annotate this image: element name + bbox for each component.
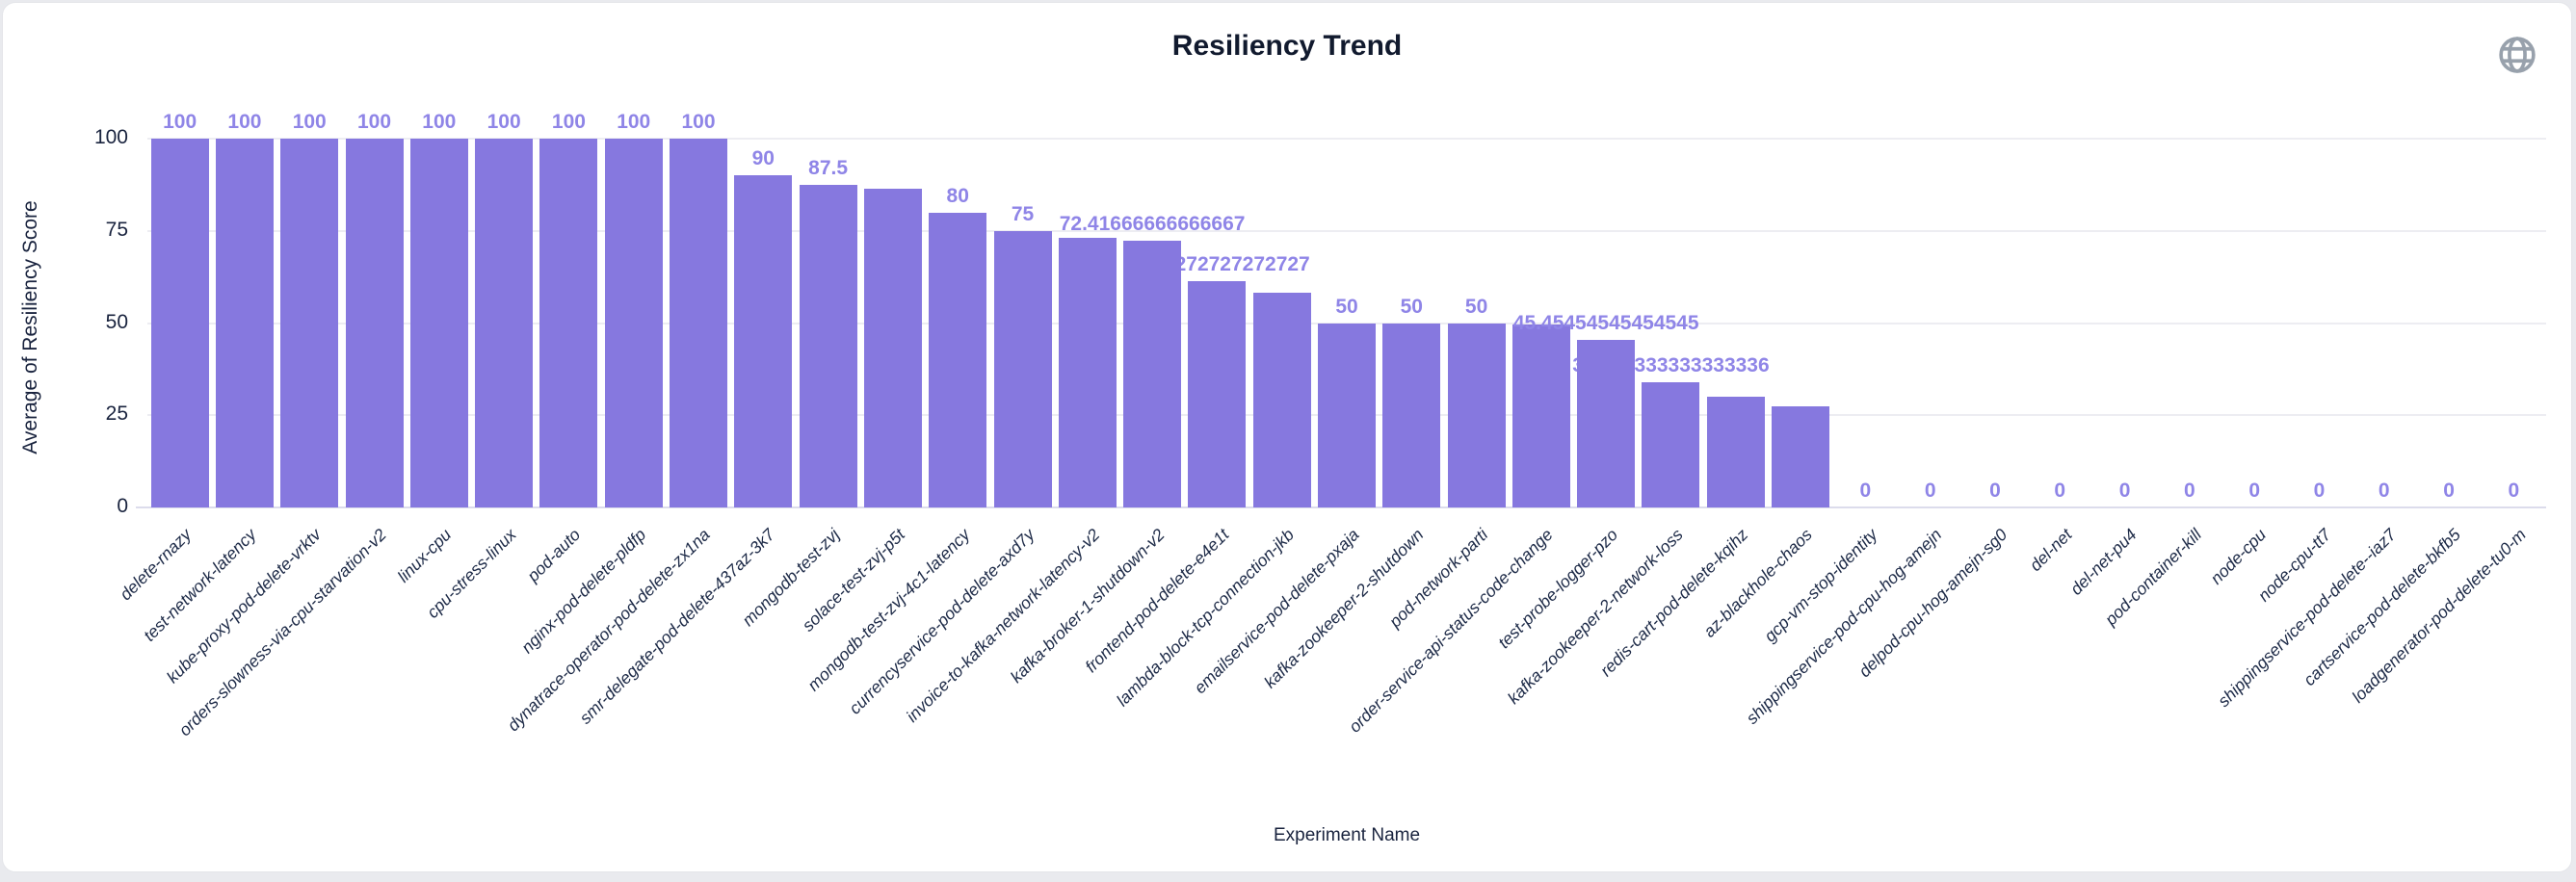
bar-value-label: 75 [1011, 202, 1035, 225]
bar[interactable] [1188, 281, 1247, 507]
x-axis-line [136, 506, 2546, 508]
bar[interactable] [1447, 323, 1506, 507]
bar-value-label: 50 [1335, 295, 1358, 318]
bar[interactable] [670, 139, 728, 507]
x-tick-label: test-probe-logger-pzo [1494, 525, 1622, 653]
y-tick-label-100: 100 [93, 126, 128, 148]
bar-value-label: 100 [617, 111, 651, 133]
bar-value-label: 0 [1924, 480, 1936, 502]
bar-value-label: 0 [2054, 480, 2066, 502]
bar[interactable] [150, 139, 209, 507]
x-tick-label: del-net [2025, 525, 2076, 575]
x-axis-title: Experiment Name [1273, 825, 1421, 845]
bar[interactable] [1706, 397, 1765, 507]
y-tick-label-50: 50 [105, 310, 128, 333]
bar[interactable] [1382, 323, 1441, 507]
bar-value-label: 0 [2248, 480, 2260, 502]
bar-value-label: 100 [486, 111, 521, 133]
bar-value-label: 87.5 [808, 156, 849, 179]
y-tick-label-25: 25 [105, 402, 128, 426]
globe-icon[interactable] [2496, 34, 2538, 76]
bar-value-label: 0 [2443, 480, 2455, 502]
x-tick-label: gcp-vm-stop-identity [1759, 525, 1881, 646]
bar-value-label: 0 [2313, 480, 2326, 502]
bar[interactable] [1058, 237, 1117, 507]
bar-value-label: 0 [1989, 480, 2001, 502]
bar[interactable] [863, 189, 922, 507]
x-tick-label: test-network-latency [140, 525, 261, 645]
bar[interactable] [1642, 382, 1700, 507]
y-tick-label-75: 75 [105, 218, 128, 241]
bar[interactable] [1511, 324, 1570, 507]
bar-value-label: 0 [2184, 480, 2195, 502]
bar-value-label: 50 [1464, 295, 1488, 318]
x-tick-label: az-blackhole-chaos [1699, 525, 1817, 641]
bar-value-label: 0 [2508, 480, 2520, 502]
bar-value-label: 100 [292, 111, 327, 133]
gridline-75 [147, 229, 2546, 232]
bar-value-label: 100 [551, 111, 586, 133]
bar-value-label: 100 [422, 111, 457, 133]
bar-value-label: 100 [357, 111, 392, 133]
bar[interactable] [215, 139, 274, 507]
bar[interactable] [604, 139, 663, 507]
bar[interactable] [1123, 240, 1182, 507]
bar-value-label: 0 [2118, 480, 2131, 502]
bar-value-label: 100 [163, 111, 197, 133]
bar-value-label: 100 [681, 111, 716, 133]
chart-title: Resiliency Trend [1171, 30, 1403, 62]
y-tick-label-0: 0 [117, 495, 128, 517]
bar[interactable] [280, 139, 339, 507]
bar-value-label: 50 [1400, 295, 1423, 318]
bar[interactable] [1252, 292, 1311, 507]
bar[interactable] [539, 139, 598, 507]
x-tick-label: linux-cpu [393, 525, 455, 586]
bar-value-label: 80 [946, 184, 969, 207]
bar-value-label: 100 [227, 111, 262, 133]
bar[interactable] [475, 139, 534, 507]
bar[interactable] [1772, 406, 1830, 507]
bar-value-label: 0 [2378, 480, 2390, 502]
bar-value-label: 90 [751, 147, 775, 170]
x-tick-label: node-cpu [2206, 525, 2271, 588]
bar[interactable] [734, 175, 793, 507]
bar[interactable] [409, 139, 468, 507]
bar[interactable] [799, 184, 857, 507]
bar[interactable] [1318, 323, 1376, 507]
bar-value-label: 45.45454545454545 [1512, 311, 1699, 334]
bar-value-label: 72.41666666666667 [1059, 212, 1246, 235]
bar[interactable] [345, 139, 404, 507]
bar[interactable] [929, 212, 987, 507]
bar-value-label: 0 [1859, 480, 1872, 502]
x-tick-label: pod-auto [523, 525, 585, 585]
x-tick-label: nginx-pod-delete-pldfp [516, 525, 649, 658]
bar[interactable] [993, 230, 1052, 507]
gridline-100 [147, 138, 2546, 140]
bar[interactable] [1577, 339, 1636, 507]
